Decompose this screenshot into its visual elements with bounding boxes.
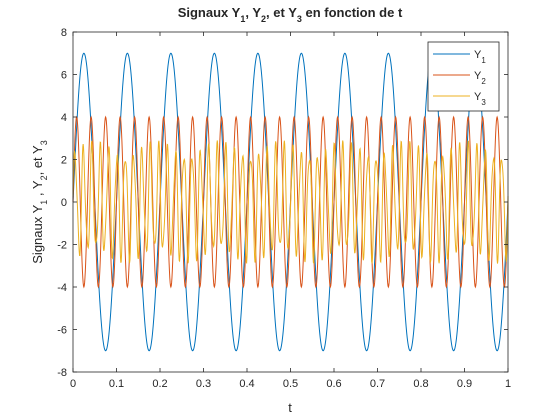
series-line-y3 <box>72 140 509 265</box>
x-tick-label: 0.8 <box>413 378 428 390</box>
x-tick-layer: 0 0.1 0.2 0.3 0.4 0.5 0.6 0.7 0.8 0.9 1 <box>70 32 511 390</box>
x-tick-label: 0.4 <box>239 378 254 390</box>
y-axis-label: Signaux Y1 , Y2, et Y3 <box>30 140 49 263</box>
x-tick-label: 0.7 <box>370 378 385 390</box>
x-tick-label: 0.5 <box>283 378 298 390</box>
x-tick-label: 0 <box>70 378 76 390</box>
x-tick-label: 0.2 <box>152 378 167 390</box>
x-tick-label: 1 <box>505 378 511 390</box>
y-tick-label: -8 <box>57 367 67 379</box>
y-tick-layer: -8 -6 -4 -2 0 2 4 6 8 <box>57 27 508 379</box>
y-tick-label: -4 <box>57 282 67 294</box>
y-tick-label: 0 <box>61 197 67 209</box>
x-tick-label: 0.3 <box>196 378 211 390</box>
x-axis-label: t <box>288 400 292 415</box>
y-tick-label: -2 <box>57 240 67 252</box>
chart-title: Signaux Y1, Y2, et Y3 en fonction de t <box>178 5 403 24</box>
y-tick-label: -6 <box>57 325 67 337</box>
y-tick-label: 8 <box>61 27 67 39</box>
y-tick-label: 2 <box>61 155 67 167</box>
y-tick-label: 6 <box>61 70 67 82</box>
x-tick-label: 0.1 <box>109 378 124 390</box>
legend-box <box>427 41 500 112</box>
x-tick-label: 0.6 <box>326 378 341 390</box>
x-tick-label: 0.9 <box>457 378 472 390</box>
y-tick-label: 4 <box>61 112 67 124</box>
